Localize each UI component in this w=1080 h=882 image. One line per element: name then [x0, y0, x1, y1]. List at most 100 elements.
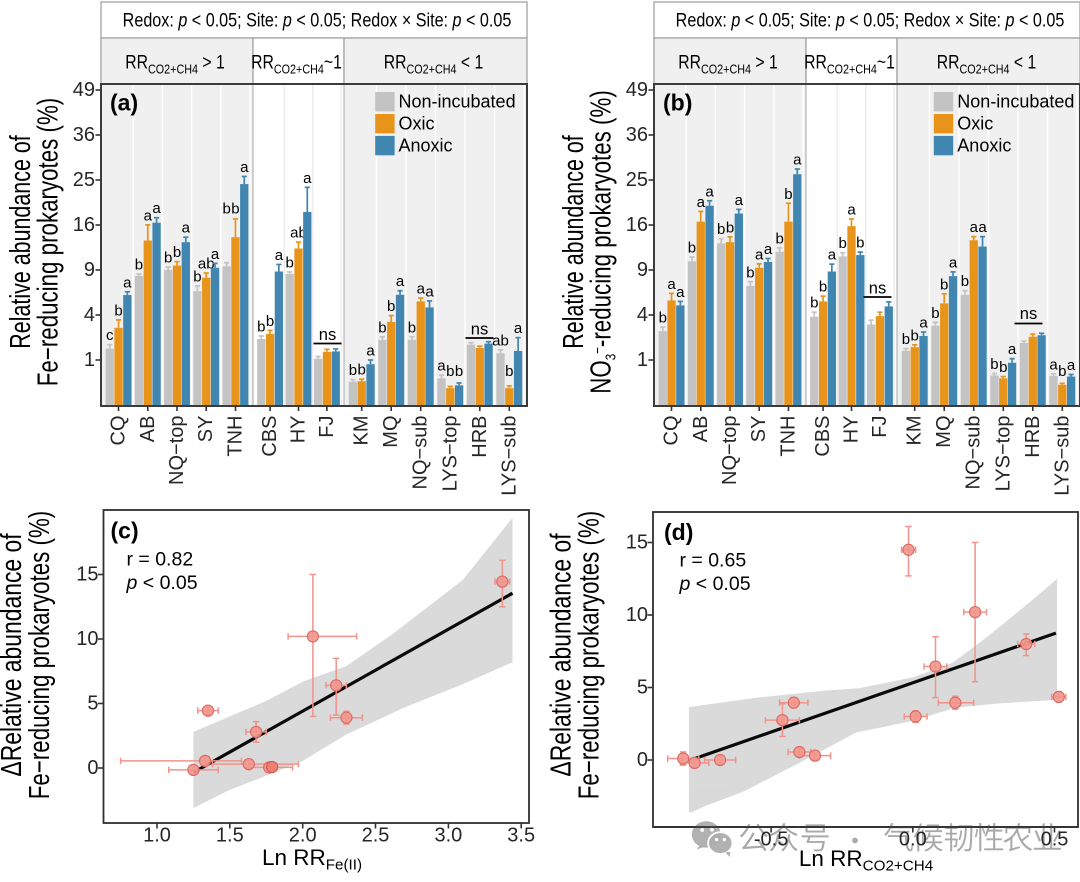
svg-text:a: a	[437, 358, 446, 375]
svg-text:b: b	[446, 363, 454, 380]
svg-text:ns: ns	[1020, 305, 1037, 323]
svg-text:KM: KM	[904, 416, 926, 446]
svg-text:b: b	[746, 264, 754, 281]
svg-text:15: 15	[626, 532, 648, 554]
svg-text:b: b	[114, 302, 122, 319]
svg-text:ns: ns	[471, 321, 488, 339]
svg-text:RRCO2+CH4~1: RRCO2+CH4~1	[251, 51, 342, 77]
svg-text:Non-incubated: Non-incubated	[957, 92, 1074, 112]
svg-text:KM: KM	[351, 416, 373, 446]
svg-text:Oxic: Oxic	[399, 114, 435, 134]
svg-text:b: b	[726, 219, 734, 236]
svg-text:a: a	[182, 220, 191, 237]
svg-text:10: 10	[626, 604, 648, 626]
svg-text:b: b	[173, 244, 181, 261]
svg-text:a: a	[764, 241, 773, 258]
svg-text:b: b	[784, 186, 792, 203]
svg-text:16: 16	[626, 214, 648, 236]
svg-text:a: a	[1008, 341, 1017, 358]
svg-text:AB: AB	[137, 416, 159, 443]
svg-text:a: a	[705, 183, 714, 200]
svg-text:LYS−top: LYS−top	[992, 416, 1014, 492]
svg-text:a: a	[793, 152, 802, 169]
svg-text:(d): (d)	[664, 519, 693, 545]
svg-text:Anoxic: Anoxic	[957, 136, 1011, 156]
svg-text:a: a	[417, 281, 426, 298]
svg-text:b: b	[135, 257, 143, 274]
svg-text:0: 0	[87, 757, 98, 779]
svg-text:NQ−top: NQ−top	[166, 416, 188, 485]
svg-text:a: a	[144, 207, 153, 224]
svg-text:TNH: TNH	[225, 416, 247, 457]
svg-text:a: a	[755, 246, 764, 263]
svg-text:1: 1	[637, 349, 648, 371]
svg-text:a: a	[847, 201, 856, 218]
svg-text:(c): (c)	[111, 518, 139, 544]
svg-text:MQ: MQ	[380, 416, 402, 448]
svg-text:b: b	[659, 310, 667, 327]
svg-text:b: b	[931, 305, 939, 322]
svg-text:NQ−sub: NQ−sub	[410, 416, 432, 490]
svg-text:p < 0.05: p < 0.05	[126, 572, 198, 594]
svg-text:NQ−top: NQ−top	[719, 416, 741, 485]
svg-text:Fe−reducing prokaryotes (%): Fe−reducing prokaryotes (%)	[24, 511, 55, 799]
svg-text:Oxic: Oxic	[957, 114, 993, 134]
svg-text:a: a	[970, 219, 979, 236]
svg-text:b: b	[999, 359, 1007, 376]
svg-text:b: b	[358, 362, 366, 379]
svg-text:0.0: 0.0	[899, 829, 927, 851]
svg-text:a: a	[275, 247, 284, 264]
svg-text:2.0: 2.0	[289, 825, 317, 847]
svg-text:3.0: 3.0	[434, 825, 462, 847]
svg-text:b: b	[810, 295, 818, 312]
svg-text:3.5: 3.5	[507, 825, 535, 847]
svg-text:a: a	[152, 200, 161, 217]
svg-text:HRB: HRB	[1022, 416, 1044, 458]
svg-text:b: b	[902, 331, 910, 348]
svg-text:FJ: FJ	[316, 416, 338, 438]
svg-text:5: 5	[87, 693, 98, 715]
svg-text:LYS−sub: LYS−sub	[1051, 416, 1073, 496]
svg-text:b: b	[839, 235, 847, 252]
svg-text:ns: ns	[869, 280, 886, 298]
svg-text:2.5: 2.5	[362, 825, 390, 847]
svg-text:r = 0.65: r = 0.65	[680, 550, 747, 572]
svg-text:b: b	[164, 250, 172, 267]
svg-text:Fe−reducing prokaryotes (%): Fe−reducing prokaryotes (%)	[33, 98, 64, 386]
svg-text:a: a	[697, 194, 706, 211]
svg-text:4: 4	[637, 304, 648, 326]
svg-text:a: a	[1049, 356, 1058, 373]
svg-text:LYS−sub: LYS−sub	[498, 416, 520, 496]
svg-text:a: a	[949, 254, 958, 271]
svg-text:b: b	[408, 319, 416, 336]
svg-text:b: b	[819, 279, 827, 296]
svg-text:c: c	[106, 327, 114, 344]
svg-text:CQ: CQ	[108, 416, 130, 446]
svg-text:FJ: FJ	[869, 416, 891, 438]
svg-text:HY: HY	[288, 416, 310, 444]
svg-text:a: a	[1067, 357, 1076, 374]
svg-text:a: a	[919, 315, 928, 332]
svg-text:ab: ab	[198, 256, 215, 273]
svg-text:a: a	[123, 274, 132, 291]
svg-text:r = 0.82: r = 0.82	[127, 549, 194, 571]
svg-text:b: b	[286, 254, 294, 271]
svg-text:TNH: TNH	[778, 416, 800, 457]
svg-text:ab: ab	[492, 332, 509, 349]
svg-text:b: b	[961, 273, 969, 290]
svg-text:36: 36	[73, 124, 95, 146]
svg-text:b: b	[688, 240, 696, 257]
svg-text:a: a	[828, 247, 837, 264]
svg-text:ΔRelative abundance of: ΔRelative abundance of	[544, 533, 577, 777]
svg-text:a: a	[396, 273, 405, 290]
svg-text:16: 16	[73, 214, 95, 236]
svg-text:b: b	[990, 356, 998, 373]
svg-text:a: a	[366, 343, 375, 360]
svg-text:b: b	[505, 363, 513, 380]
svg-text:SY: SY	[195, 416, 217, 443]
svg-text:9: 9	[84, 259, 95, 281]
svg-text:a: a	[676, 284, 685, 301]
svg-text:b: b	[856, 235, 864, 252]
svg-text:SY: SY	[748, 416, 770, 443]
svg-text:CBS: CBS	[259, 416, 281, 457]
